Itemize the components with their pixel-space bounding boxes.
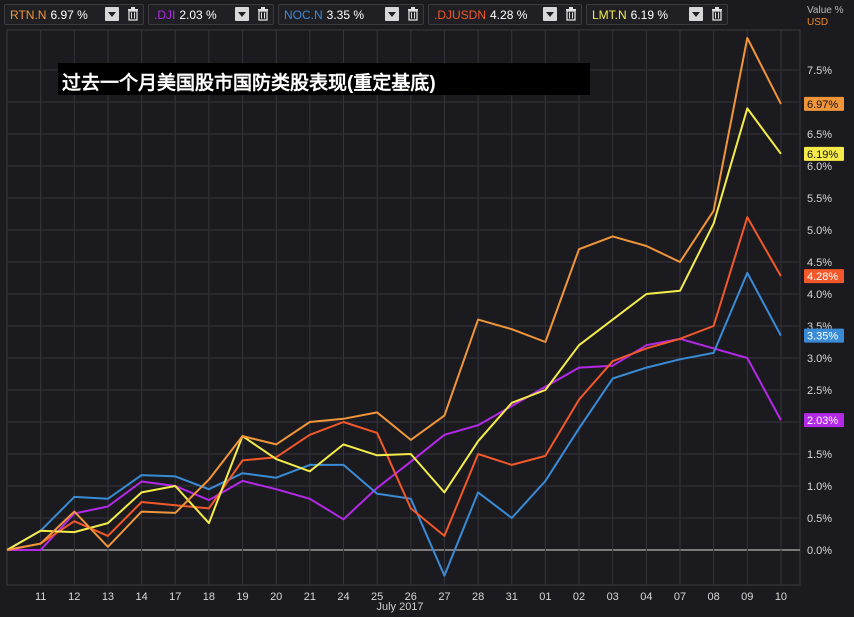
series-line-nocn bbox=[6, 271, 782, 577]
x-tick-label: 13 bbox=[102, 591, 114, 603]
end-label: 3.35% bbox=[804, 328, 844, 343]
legend-item[interactable]: .DJUSDN 4.28 % bbox=[428, 4, 582, 25]
trash-icon[interactable] bbox=[126, 6, 140, 22]
legend-ticker: RTN.N bbox=[10, 8, 47, 22]
legend-value: 2.03 % bbox=[179, 8, 217, 22]
x-tick-label: 26 bbox=[405, 591, 417, 603]
legend-item[interactable]: RTN.N 6.97 % bbox=[4, 4, 144, 25]
x-tick-label: 18 bbox=[203, 591, 215, 603]
x-tick-label: 02 bbox=[573, 591, 585, 603]
y-tick-label: 6.5% bbox=[807, 129, 832, 141]
end-label: 6.19% bbox=[804, 146, 844, 161]
y-tick-label: 7.5% bbox=[807, 65, 832, 77]
x-tick-label: 03 bbox=[607, 591, 619, 603]
x-tick-label: 09 bbox=[741, 591, 753, 603]
x-tick-label: 28 bbox=[472, 591, 484, 603]
chart-title-box: 过去一个月美国股市国防类股表现(重定基底) bbox=[58, 63, 590, 95]
end-label-text: 6.97% bbox=[807, 99, 838, 111]
series-layer bbox=[6, 37, 782, 577]
series-line-lmtn bbox=[6, 107, 782, 551]
end-label-bg bbox=[804, 146, 844, 161]
legend-item[interactable]: NOC.N 3.35 % bbox=[278, 4, 424, 25]
y-tick-label: 4.0% bbox=[807, 289, 832, 301]
legend-value: 3.35 % bbox=[326, 8, 365, 22]
x-tick-label: 31 bbox=[506, 591, 518, 603]
x-tick-label: 10 bbox=[775, 591, 787, 603]
x-tick-label: 01 bbox=[539, 591, 551, 603]
y-tick-label: 5.5% bbox=[807, 193, 832, 205]
end-label: 6.97% bbox=[804, 96, 844, 111]
trash-icon[interactable] bbox=[406, 6, 420, 22]
series-line-djusdn bbox=[6, 216, 782, 551]
x-tick-label: 14 bbox=[135, 591, 147, 603]
x-tick-label: 07 bbox=[674, 591, 686, 603]
legend-label: NOC.N 3.35 % bbox=[284, 8, 364, 22]
x-tick-label: 25 bbox=[371, 591, 383, 603]
x-axis-title: July 2017 bbox=[376, 601, 424, 613]
chevron-down-icon[interactable] bbox=[689, 7, 703, 21]
end-label-text: 3.35% bbox=[807, 331, 838, 343]
series-line-dji bbox=[7, 337, 782, 551]
trash-icon[interactable] bbox=[564, 6, 578, 22]
x-tick-label: 11 bbox=[35, 591, 46, 603]
chevron-down-icon[interactable] bbox=[105, 7, 119, 21]
chevron-down-icon[interactable] bbox=[385, 7, 399, 21]
value-axis-unit: USD bbox=[807, 17, 829, 28]
y-tick-label: 6.0% bbox=[807, 161, 832, 173]
legend-value: 6.97 % bbox=[50, 8, 88, 22]
y-tick-label: 2.5% bbox=[807, 385, 832, 397]
legend-label: RTN.N 6.97 % bbox=[10, 8, 88, 22]
legend-value: 4.28 % bbox=[490, 8, 528, 22]
legend-item[interactable]: .DJI 2.03 % bbox=[148, 4, 274, 25]
chevron-down-icon[interactable] bbox=[543, 7, 557, 21]
x-tick-label: 19 bbox=[236, 591, 248, 603]
trash-icon[interactable] bbox=[710, 6, 724, 22]
legend-value: 6.19 % bbox=[630, 8, 669, 22]
legend-ticker: .DJUSDN bbox=[434, 8, 487, 22]
chart-title: 过去一个月美国股市国防类股表现(重定基底) bbox=[62, 73, 436, 94]
end-label-bg bbox=[804, 96, 844, 111]
legend-label: LMT.N 6.19 % bbox=[592, 8, 668, 22]
y-tick-label: 1.5% bbox=[807, 449, 832, 461]
legend-label: .DJI 2.03 % bbox=[154, 8, 217, 22]
y-tick-label: 4.5% bbox=[807, 257, 832, 269]
y-tick-label: 3.0% bbox=[807, 353, 832, 365]
x-tick-label: 04 bbox=[640, 591, 652, 603]
x-tick-label: 21 bbox=[304, 591, 316, 603]
y-axis-ticks: 0.0%0.5%1.0%1.5%2.0%2.5%3.0%3.5%4.0%4.5%… bbox=[807, 65, 832, 557]
legend-ticker: NOC.N bbox=[284, 8, 323, 22]
x-tick-label: 24 bbox=[337, 591, 349, 603]
x-axis-ticks: 11 12 13 14 17 18 19 20 21 24 25 26 27 28 31 01 02 03 04 07… bbox=[35, 591, 787, 603]
plot-border bbox=[6, 29, 801, 586]
x-tick-label: 20 bbox=[270, 591, 282, 603]
y-tick-label: 5.0% bbox=[807, 225, 832, 237]
legend-label: .DJUSDN 4.28 % bbox=[434, 8, 527, 22]
trash-icon[interactable] bbox=[256, 6, 270, 22]
x-tick-label: 12 bbox=[68, 591, 80, 603]
chevron-down-icon[interactable] bbox=[235, 7, 249, 21]
end-label-text: 4.28% bbox=[807, 271, 838, 283]
series-line-rtnn bbox=[6, 37, 782, 551]
value-axis-title: Value % bbox=[807, 5, 844, 16]
end-label-text: 6.19% bbox=[807, 149, 838, 161]
x-tick-label: 08 bbox=[708, 591, 720, 603]
end-label: 2.03% bbox=[804, 413, 844, 428]
end-label-bg bbox=[804, 328, 844, 343]
legend-ticker: LMT.N bbox=[592, 8, 627, 22]
y-tick-label: 1.0% bbox=[807, 481, 832, 493]
y-tick-label: 0.5% bbox=[807, 513, 832, 525]
y-tick-label: 0.0% bbox=[807, 545, 832, 557]
x-tick-label: 17 bbox=[169, 591, 181, 603]
x-tick-label: 27 bbox=[438, 591, 450, 603]
end-label-bg bbox=[804, 269, 844, 284]
legend-item[interactable]: LMT.N 6.19 % bbox=[586, 4, 728, 25]
end-label-text: 2.03% bbox=[807, 415, 838, 427]
legend-ticker: .DJI bbox=[154, 8, 176, 22]
end-label: 4.28% bbox=[804, 269, 844, 284]
grid-layer bbox=[6, 29, 801, 586]
end-label-bg bbox=[804, 413, 844, 428]
legend-bar: RTN.N 6.97 % .DJI 2.03 % NOC.N 3.35 % .DJUSDN 4… bbox=[0, 0, 854, 30]
end-labels: 6.97% 6.19% 4.28% 3.35% 2.03% bbox=[804, 96, 844, 428]
